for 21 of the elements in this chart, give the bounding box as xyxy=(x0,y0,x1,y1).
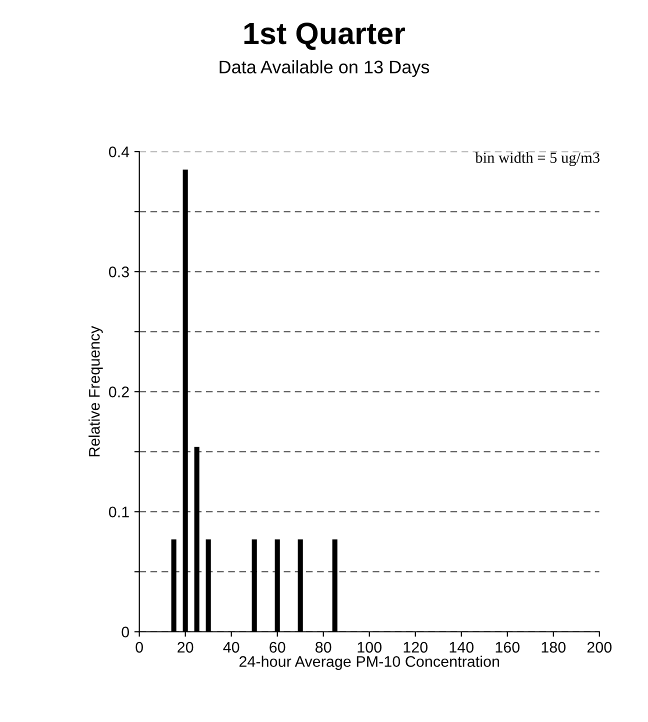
chart-subtitle: Data Available on 13 Days xyxy=(220,60,430,78)
y-tick-label: 0.2 xyxy=(108,386,129,398)
y-tick-label: 0 xyxy=(122,626,129,638)
y-axis-title: Relative Frequency xyxy=(88,326,103,456)
x-tick-label: 120 xyxy=(404,642,428,653)
y-tick-label: 0.1 xyxy=(108,506,129,518)
y-tick-label: 0.3 xyxy=(108,266,129,278)
x-tick-label: 0 xyxy=(136,642,143,653)
annotation: bin width = 5 ug/m3 xyxy=(475,152,600,166)
x-tick-label: 160 xyxy=(496,642,520,653)
x-tick-label: 40 xyxy=(223,642,240,653)
x-tick-label: 20 xyxy=(178,642,194,653)
x-tick-label: 80 xyxy=(316,642,332,653)
chart-title: 1st Quarter xyxy=(244,22,406,50)
x-tick-label: 140 xyxy=(450,642,474,653)
x-axis-title: 24-hour Average PM-10 Concentration xyxy=(239,656,500,670)
x-tick-label: 100 xyxy=(358,642,382,653)
x-tick-label: 200 xyxy=(587,642,612,653)
y-tick-label: 0.4 xyxy=(108,146,130,158)
x-tick-label: 180 xyxy=(542,642,566,653)
x-tick-label: 60 xyxy=(270,642,286,653)
